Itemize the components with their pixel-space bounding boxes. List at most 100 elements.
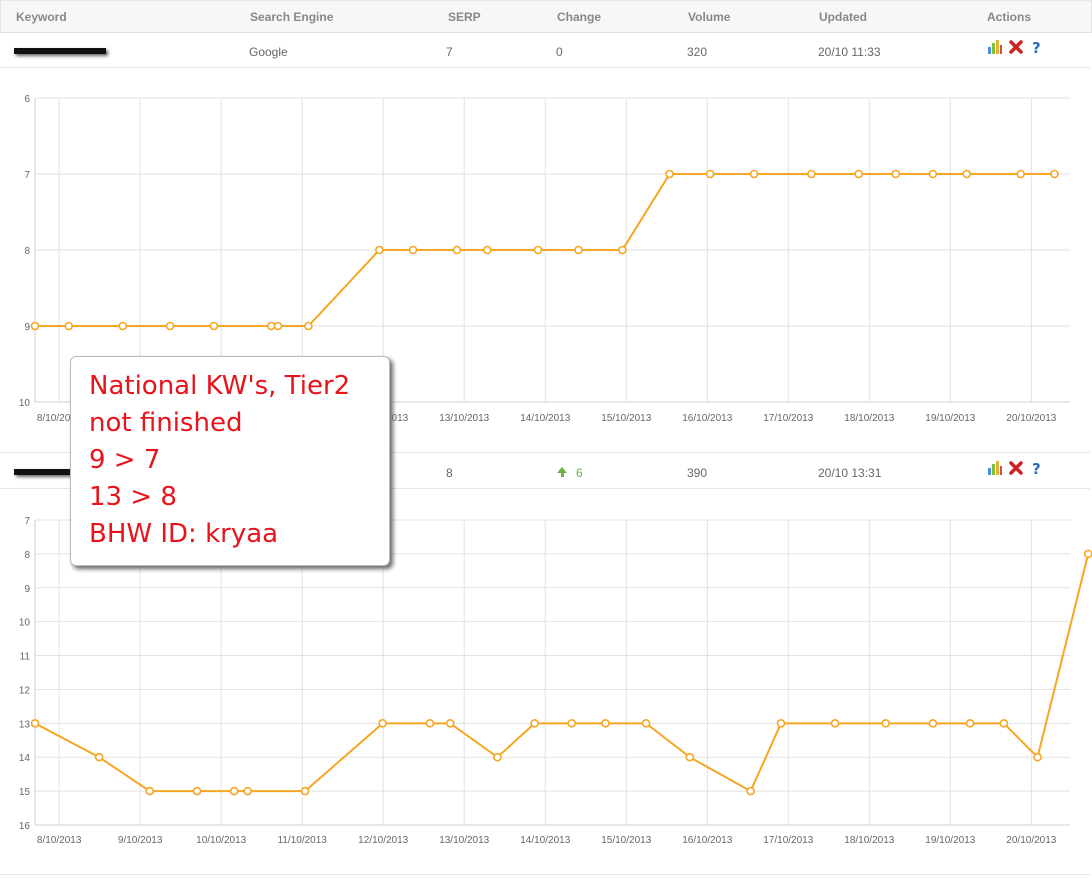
change-up-arrow-icon [557, 467, 567, 477]
delete-icon[interactable] [1008, 39, 1024, 55]
x-tick-label: 20/10/2013 [1006, 835, 1056, 846]
data-point[interactable] [266, 321, 276, 331]
y-tick-label: 12 [19, 685, 31, 696]
data-point[interactable] [243, 786, 252, 796]
data-point[interactable] [665, 169, 674, 179]
bar-chart-icon[interactable] [987, 39, 1003, 55]
data-point[interactable] [192, 786, 202, 796]
data-point[interactable] [533, 245, 543, 255]
data-point[interactable] [881, 719, 890, 728]
row-engine: Google [249, 45, 288, 59]
x-tick-label: 14/10/2013 [520, 835, 570, 846]
data-point[interactable] [118, 321, 128, 331]
y-tick-label: 11 [20, 652, 31, 663]
x-tick-label: 12/10/2013 [358, 835, 408, 846]
y-tick-label: 9 [24, 584, 30, 595]
keyword-redacted [14, 48, 106, 54]
table-row: 8 6 390 20/10 13:31 ? [0, 454, 1090, 489]
data-point[interactable] [165, 321, 175, 331]
data-point[interactable] [641, 719, 651, 728]
y-tick-label: 10 [19, 618, 31, 629]
data-point[interactable] [746, 786, 755, 796]
data-point[interactable] [452, 245, 462, 255]
data-point[interactable] [425, 719, 435, 728]
row-serp: 8 [446, 466, 453, 480]
data-point[interactable] [375, 245, 384, 255]
x-tick-label: 18/10/2013 [844, 835, 894, 846]
header-change[interactable]: Change [557, 10, 602, 24]
data-point[interactable] [273, 321, 283, 331]
data-point[interactable] [891, 169, 901, 179]
data-point[interactable] [830, 719, 840, 728]
data-point[interactable] [749, 169, 759, 179]
data-point[interactable] [1050, 169, 1059, 179]
data-point[interactable] [445, 719, 455, 728]
x-tick-label: 16/10/2013 [682, 413, 732, 424]
header-serp[interactable]: SERP [448, 10, 481, 24]
y-tick-label: 7 [24, 516, 30, 527]
table-row: Google 7 0 320 20/10 11:33 ? [0, 33, 1090, 68]
bar-chart-icon[interactable] [987, 460, 1003, 476]
note-line: BHW ID: kryaa [89, 519, 279, 549]
header-search-engine[interactable]: Search Engine [250, 10, 334, 24]
header-updated[interactable]: Updated [819, 10, 867, 24]
row-change: 6 [576, 466, 583, 480]
data-point[interactable] [1016, 169, 1025, 179]
data-point[interactable] [64, 321, 74, 331]
header-volume[interactable]: Volume [688, 10, 731, 24]
data-point[interactable] [493, 752, 502, 762]
x-tick-label: 10/10/2013 [196, 835, 246, 846]
data-point[interactable] [483, 245, 492, 255]
x-tick-label: 15/10/2013 [601, 835, 651, 846]
data-point[interactable] [965, 719, 975, 728]
y-tick-label: 7 [24, 170, 30, 181]
serp-history-chart-2: 7 8 9 10 11 12 13 14 15 16 8/10/2013 9/10/2013 10/10… [19, 516, 1092, 846]
x-tick-label: 8/10/2013 [37, 835, 82, 846]
data-point[interactable] [854, 169, 863, 179]
y-tick-label: 13 [19, 719, 31, 730]
data-point[interactable] [30, 719, 40, 728]
x-tick-label: 20/10/2013 [1006, 413, 1056, 424]
help-icon[interactable]: ? [1029, 460, 1045, 476]
data-point[interactable] [1083, 549, 1092, 559]
note-line: not finished [89, 408, 243, 438]
data-point[interactable] [229, 786, 239, 796]
data-point[interactable] [962, 169, 971, 179]
data-point[interactable] [567, 719, 577, 728]
data-point[interactable] [209, 321, 219, 331]
data-point[interactable] [776, 719, 786, 728]
data-point[interactable] [618, 245, 627, 255]
data-point[interactable] [928, 719, 938, 728]
x-tick-label: 13/10/2013 [439, 413, 489, 424]
note-line: 13 > 8 [89, 482, 177, 512]
data-point[interactable] [94, 752, 104, 762]
data-point[interactable] [145, 786, 155, 796]
row-updated: 20/10 11:33 [818, 45, 881, 59]
data-point[interactable] [928, 169, 938, 179]
help-icon[interactable]: ? [1029, 39, 1045, 55]
x-tick-label: 19/10/2013 [925, 413, 975, 424]
data-point[interactable] [601, 719, 610, 728]
data-point[interactable] [705, 169, 715, 179]
y-tick-label: 8 [24, 550, 30, 561]
data-point[interactable] [378, 719, 387, 728]
data-point[interactable] [807, 169, 816, 179]
data-point[interactable] [408, 245, 418, 255]
y-tick-label: 15 [19, 787, 31, 798]
data-point[interactable] [685, 752, 695, 762]
data-point[interactable] [999, 719, 1009, 728]
header-actions: Actions [987, 10, 1032, 24]
delete-icon[interactable] [1008, 460, 1024, 476]
series-line [34, 553, 1090, 793]
x-tick-label: 17/10/2013 [763, 413, 813, 424]
data-point[interactable] [300, 786, 310, 796]
data-point[interactable] [1033, 752, 1042, 762]
y-tick-label: 16 [19, 821, 31, 832]
data-point[interactable] [30, 321, 40, 331]
x-tick-label: 19/10/2013 [925, 835, 975, 846]
data-point[interactable] [304, 321, 313, 331]
x-tick-label: 14/10/2013 [520, 413, 570, 424]
data-point[interactable] [574, 245, 583, 255]
data-point[interactable] [530, 719, 539, 728]
header-keyword[interactable]: Keyword [16, 10, 67, 24]
